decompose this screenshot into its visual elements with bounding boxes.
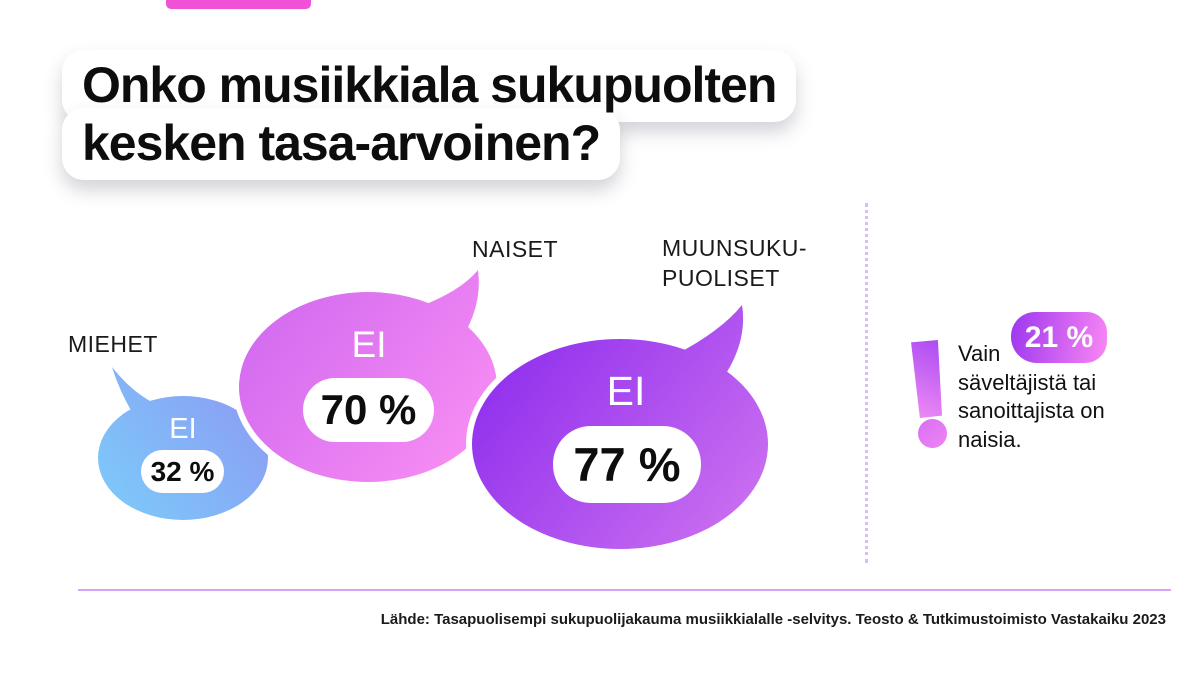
- answer-naiset: EI: [351, 324, 387, 365]
- value-muunsukupuoliset-text: 77 %: [573, 438, 681, 491]
- highlight-value-text: 21 %: [1024, 320, 1094, 354]
- label-naiset: NAISET: [472, 234, 558, 264]
- page-title: Onko musiikkiala sukupuolten kesken tasa…: [62, 50, 797, 180]
- label-muunsukupuoliset: MUUNSUKU- PUOLISET: [662, 233, 807, 293]
- label-miehet: MIEHET: [68, 329, 158, 359]
- value-badge-muunsukupuoliset: 77 %: [553, 426, 701, 503]
- value-miehet-text: 32 %: [150, 455, 215, 487]
- page-title-line-2: kesken tasa-arvoinen?: [62, 108, 621, 180]
- sidenote-text: Vain säveltäjistä tai sanoittajista on n…: [958, 340, 1105, 454]
- value-naiset-text: 70 %: [320, 386, 417, 433]
- sidenote-line-4: naisia.: [958, 426, 1022, 452]
- answer-muunsukupuoliset: EI: [606, 368, 646, 414]
- sidenote-line-2: säveltäjistä tai: [958, 369, 1097, 395]
- value-badge-miehet: 32 %: [141, 450, 224, 493]
- label-muunsukupuoliset-line1: MUUNSUKU-: [662, 235, 808, 261]
- source-text: Lähde: Tasapuolisempi sukupuolijakauma m…: [380, 611, 1166, 628]
- answer-miehet: EI: [169, 413, 197, 445]
- sidenote-line-3: sanoittajista on: [958, 398, 1105, 423]
- top-accent-bar: [166, 0, 311, 9]
- label-muunsukupuoliset-line2: PUOLISET: [662, 265, 780, 291]
- sidenote-line-1: Vain: [958, 341, 1001, 366]
- exclamation-icon: [911, 340, 942, 418]
- label-naiset-text: NAISET: [472, 236, 559, 262]
- exclamation-dot-icon: [918, 419, 947, 448]
- footer-divider-line: [78, 589, 1171, 591]
- value-badge-naiset: 70 %: [303, 378, 434, 442]
- dotted-divider: [865, 203, 868, 563]
- label-miehet-text: MIEHET: [68, 331, 158, 357]
- highlight-value-badge: 21 %: [1011, 312, 1107, 363]
- page-title-line-1: Onko musiikkiala sukupuolten: [62, 50, 797, 122]
